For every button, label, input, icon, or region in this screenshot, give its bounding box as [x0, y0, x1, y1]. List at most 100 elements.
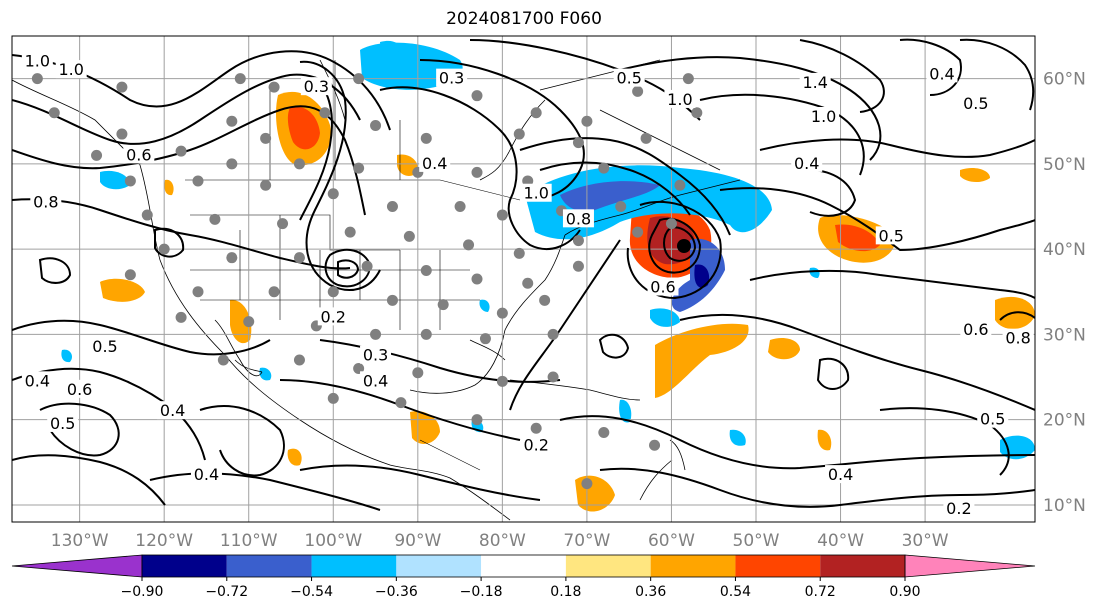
contour-label-bg	[825, 465, 857, 484]
contour-label: 0.4	[794, 154, 819, 173]
station-dot	[395, 397, 407, 409]
colorbar-label: 0.72	[805, 584, 836, 600]
contour-label-bg	[664, 89, 696, 108]
station-dot	[293, 252, 305, 264]
station-dot	[513, 128, 525, 140]
contour-label-bg	[520, 183, 552, 202]
contour-label: 1.0	[25, 52, 50, 71]
contour-label-bg	[436, 68, 468, 87]
contour-label-bg	[360, 371, 392, 390]
contour-label: 0.5	[616, 69, 641, 88]
colorbar-label: −0.36	[375, 584, 418, 600]
contour-label-bg	[190, 465, 222, 484]
station-dot	[293, 158, 305, 170]
lon-tick-label: 120°W	[135, 531, 193, 551]
colorbar-segment	[396, 555, 482, 577]
station-dot	[581, 115, 593, 127]
lon-tick-label: 90°W	[394, 531, 441, 551]
colorbar-segment	[650, 555, 736, 577]
contour-label-bg	[157, 401, 189, 420]
colorbar-label: 0.18	[550, 584, 581, 600]
contour-label-bg	[613, 68, 645, 87]
station-dot	[649, 439, 661, 451]
station-dot	[268, 81, 280, 93]
lat-tick-label: 60°N	[1043, 70, 1086, 90]
colorbar-label: 0.36	[635, 584, 666, 600]
station-dot	[48, 107, 60, 119]
contour-label: 0.4	[194, 465, 219, 484]
station-dot	[454, 201, 466, 213]
colorbar-segment	[311, 555, 397, 577]
contour-label: 0.2	[523, 435, 548, 454]
contour-label: 1.0	[523, 184, 548, 203]
contour-label-bg	[317, 307, 349, 326]
station-dot	[572, 260, 584, 272]
station-dot	[234, 73, 246, 85]
contour-label-bg	[47, 413, 79, 432]
contour-label: 0.4	[828, 465, 853, 484]
station-dot	[420, 264, 432, 276]
contour-label: 0.5	[980, 410, 1005, 429]
lat-tick-label: 10°N	[1043, 496, 1086, 516]
plot-title: 2024081700 F060	[446, 9, 602, 29]
contour-label: 0.2	[946, 499, 971, 518]
station-dot	[420, 132, 432, 144]
colorbar-segment	[735, 555, 821, 577]
latitude-labels: 60°N 50°N 40°N 30°N 20°N 10°N	[1043, 70, 1086, 516]
contour-label: 0.8	[33, 192, 58, 211]
contour-label-bg	[360, 345, 392, 364]
station-dot	[226, 158, 238, 170]
station-dot	[91, 149, 103, 161]
station-dot	[632, 85, 644, 97]
station-dot	[319, 107, 331, 119]
station-dot	[31, 73, 43, 85]
station-dot	[353, 73, 365, 85]
station-dot	[192, 286, 204, 298]
station-dot	[353, 162, 365, 174]
lat-tick-label: 50°N	[1043, 155, 1086, 175]
station-dot	[116, 128, 128, 140]
contour-label-bg	[21, 371, 53, 390]
colorbar-label: 0.54	[720, 584, 751, 600]
contour-label-bg	[791, 153, 823, 172]
colorbar-segment	[565, 555, 651, 577]
longitude-labels: 130°W 120°W 110°W 100°W 90°W 80°W 70°W 60°W 50°W…	[51, 531, 949, 551]
contour-label: 1.0	[58, 60, 83, 79]
contour-label: 0.5	[50, 414, 75, 433]
contour-label: 0.4	[160, 401, 185, 420]
colorbar-extend-low	[11, 554, 143, 578]
plot-frame	[11, 35, 1036, 523]
station-dot	[226, 252, 238, 264]
lon-tick-label: 80°W	[479, 531, 526, 551]
station-dot	[572, 235, 584, 247]
colorbar-segment	[820, 555, 905, 577]
lat-tick-label: 40°N	[1043, 240, 1086, 260]
contour-label-bg	[808, 107, 840, 125]
colorbar-segment	[142, 555, 227, 577]
station-dot	[682, 73, 694, 85]
contour-label-bg	[977, 409, 1009, 428]
observation-stations	[31, 73, 703, 490]
contour-label-bg	[89, 337, 121, 356]
station-dot	[116, 81, 128, 93]
station-dot	[293, 354, 305, 366]
station-dot	[327, 286, 339, 298]
station-dot	[217, 354, 229, 366]
station-dot	[403, 230, 415, 242]
contour-label: 0.4	[422, 154, 447, 173]
contour-label: 0.4	[929, 64, 954, 83]
contour-label: 0.5	[879, 226, 904, 245]
contour-label: 0.6	[963, 320, 988, 339]
contour-label-bg	[123, 145, 155, 164]
station-dot	[547, 371, 559, 383]
station-dot	[141, 209, 153, 221]
station-dot	[386, 201, 398, 213]
positive-shading	[100, 91, 1035, 512]
lon-tick-label: 100°W	[304, 531, 362, 551]
station-dot	[370, 328, 382, 340]
contour-label-bg	[30, 192, 62, 211]
station-dot	[691, 107, 703, 119]
contour-label-bg	[562, 209, 594, 228]
station-dot	[615, 201, 627, 213]
station-dot	[674, 179, 686, 191]
